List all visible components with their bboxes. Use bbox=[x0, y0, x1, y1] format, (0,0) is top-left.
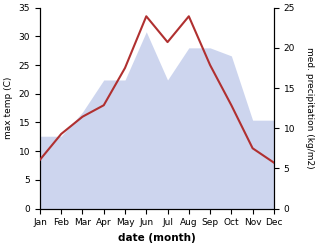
Y-axis label: med. precipitation (kg/m2): med. precipitation (kg/m2) bbox=[305, 47, 314, 169]
Y-axis label: max temp (C): max temp (C) bbox=[4, 77, 13, 139]
X-axis label: date (month): date (month) bbox=[118, 233, 196, 243]
